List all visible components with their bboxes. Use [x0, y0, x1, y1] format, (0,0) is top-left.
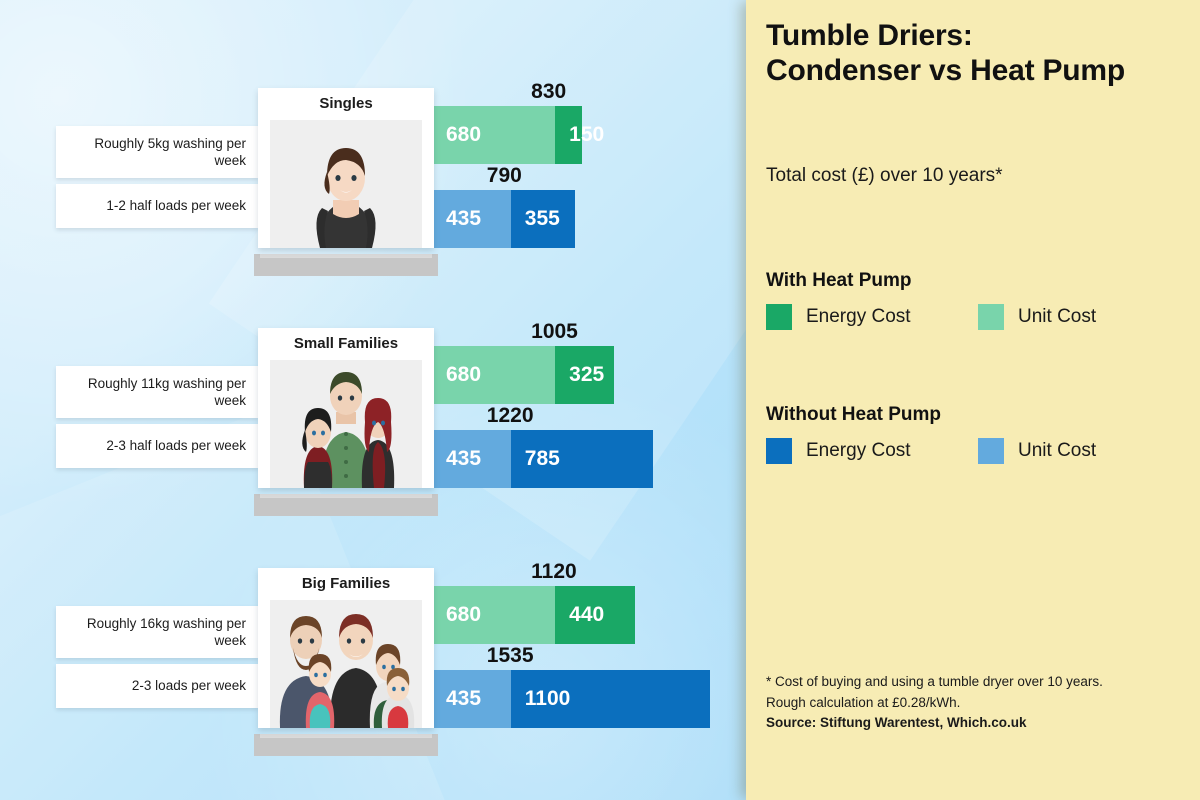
legend-swatch-green-dark-icon	[766, 304, 792, 330]
legend-item-with-unit[interactable]: Unit Cost	[978, 304, 1096, 330]
footnote-line-1: * Cost of buying and using a tumble drye…	[766, 674, 1103, 689]
photo-card-base	[254, 494, 438, 516]
photo-card-base	[254, 734, 438, 756]
bar-value-energy-cost: 785	[524, 447, 560, 470]
bar-value-energy-cost: 325	[569, 363, 605, 386]
bar-segment-unit-cost: 435	[432, 670, 511, 728]
bar-total-without-heat-pump: 1220	[486, 404, 534, 427]
footnote-line-2: Rough calculation at £0.28/kWh.	[766, 694, 961, 710]
page-title-line1: Tumble Driers:	[766, 19, 973, 52]
info-card-washing-text: Roughly 5kg washing per week	[94, 135, 246, 168]
photo-card-title: Small Families	[293, 335, 399, 352]
bar-segment-unit-cost: 680	[432, 586, 556, 644]
photo-card-base	[254, 254, 438, 276]
bar-segment-energy-cost: 440	[555, 586, 635, 644]
bar-without-heat-pump: 435 355	[432, 190, 576, 248]
bar-value-energy-cost: 440	[569, 603, 605, 626]
legend-item-with-energy[interactable]: Energy Cost	[766, 304, 978, 330]
page-title: Tumble Driers: Condenser vs Heat Pump	[766, 18, 1186, 89]
bar-with-heat-pump: 680 150	[432, 106, 604, 164]
photo-card-big-families: Big Families	[258, 568, 434, 728]
bar-without-heat-pump: 435 785	[432, 430, 653, 488]
bar-segment-unit-cost: 680	[432, 346, 556, 404]
bar-value-unit-cost: 680	[446, 363, 482, 386]
info-card-washing-amount: Roughly 11kg washing per week	[56, 366, 258, 418]
legend-heading-with: With Heat Pump	[766, 270, 912, 291]
info-card-loads-text: 2-3 half loads per week	[106, 438, 246, 454]
legend-group-with-heat-pump: With Heat Pump Energy Cost Unit Cost	[766, 270, 1196, 330]
bar-segment-unit-cost: 435	[432, 430, 511, 488]
bar-value-unit-cost: 435	[446, 447, 482, 470]
info-card-washing-text: Roughly 11kg washing per week	[87, 375, 246, 408]
chart-subtitle: Total cost (£) over 10 years*	[766, 165, 1003, 186]
legend-item-without-energy[interactable]: Energy Cost	[766, 438, 978, 464]
bar-total-with-heat-pump: 1120	[531, 560, 577, 583]
bar-total-with-heat-pump: 1005	[531, 320, 578, 343]
legend-heading-without: Without Heat Pump	[766, 404, 942, 425]
bar-segment-unit-cost: 435	[432, 190, 511, 248]
legend-row-with: Energy Cost Unit Cost	[766, 304, 1196, 330]
bar-value-energy-cost: 355	[524, 207, 560, 230]
bar-without-heat-pump: 435 1100	[432, 670, 710, 728]
bar-total-without-heat-pump: 1535	[486, 644, 534, 667]
info-card-washing-text: Roughly 16kg washing per week	[86, 615, 246, 648]
legend-label-without-unit: Unit Cost	[1018, 440, 1097, 461]
big-family-illustration	[270, 600, 422, 728]
right-info-panel: Tumble Driers: Condenser vs Heat Pump To…	[746, 0, 1200, 800]
page-title-line2: Condenser vs Heat Pump	[766, 54, 1126, 88]
bar-value-unit-cost: 435	[446, 687, 482, 710]
bar-segment-energy-cost: 355	[510, 190, 576, 248]
photo-card-small-families: Small Families	[258, 328, 434, 488]
bar-segment-unit-cost: 680	[432, 106, 556, 164]
legend-label-with-energy: Energy Cost	[806, 306, 911, 327]
legend-swatch-blue-dark-icon	[766, 438, 792, 464]
legend-swatch-green-light-icon	[978, 304, 1004, 330]
bar-segment-energy-cost: 1100	[510, 670, 710, 728]
info-card-washing-amount: Roughly 16kg washing per week	[56, 606, 258, 658]
legend-label-without-energy: Energy Cost	[806, 440, 911, 461]
bar-value-unit-cost: 680	[446, 603, 482, 626]
bar-with-heat-pump: 680 440	[432, 586, 635, 644]
bar-with-heat-pump: 680 325	[432, 346, 614, 404]
legend-label-with-unit: Unit Cost	[1018, 306, 1097, 327]
legend-group-without-heat-pump: Without Heat Pump Energy Cost Unit Cost	[766, 404, 1196, 464]
photo-card-title: Singles	[319, 95, 373, 112]
footnote-source: Source: Stiftung Warentest, Which.co.uk	[766, 715, 1027, 731]
bar-segment-energy-cost: 785	[510, 430, 653, 488]
legend-swatch-blue-light-icon	[978, 438, 1004, 464]
info-card-loads: 2-3 half loads per week	[56, 424, 258, 468]
bar-segment-energy-cost: 150	[555, 106, 604, 164]
bar-value-energy-cost: 150	[569, 123, 605, 146]
info-card-loads-text: 2-3 loads per week	[131, 678, 246, 694]
footnote: * Cost of buying and using a tumble drye…	[766, 672, 1190, 734]
info-card-loads: 1-2 half loads per week	[56, 184, 258, 228]
photo-card-title: Big Families	[301, 575, 391, 592]
bar-value-energy-cost: 1100	[524, 687, 571, 710]
legend-row-without: Energy Cost Unit Cost	[766, 438, 1196, 464]
bar-total-with-heat-pump: 830	[531, 80, 567, 103]
small-family-illustration	[270, 360, 422, 488]
info-card-washing-amount: Roughly 5kg washing per week	[56, 126, 258, 178]
info-card-loads-text: 1-2 half loads per week	[106, 198, 246, 214]
photo-card-singles: Singles	[258, 88, 434, 248]
bar-value-unit-cost: 680	[446, 123, 482, 146]
legend-item-without-unit[interactable]: Unit Cost	[978, 438, 1096, 464]
info-card-loads: 2-3 loads per week	[56, 664, 258, 708]
bar-value-unit-cost: 435	[446, 207, 482, 230]
bar-segment-energy-cost: 325	[555, 346, 614, 404]
bar-total-without-heat-pump: 790	[486, 164, 522, 187]
single-woman-illustration	[270, 120, 422, 248]
